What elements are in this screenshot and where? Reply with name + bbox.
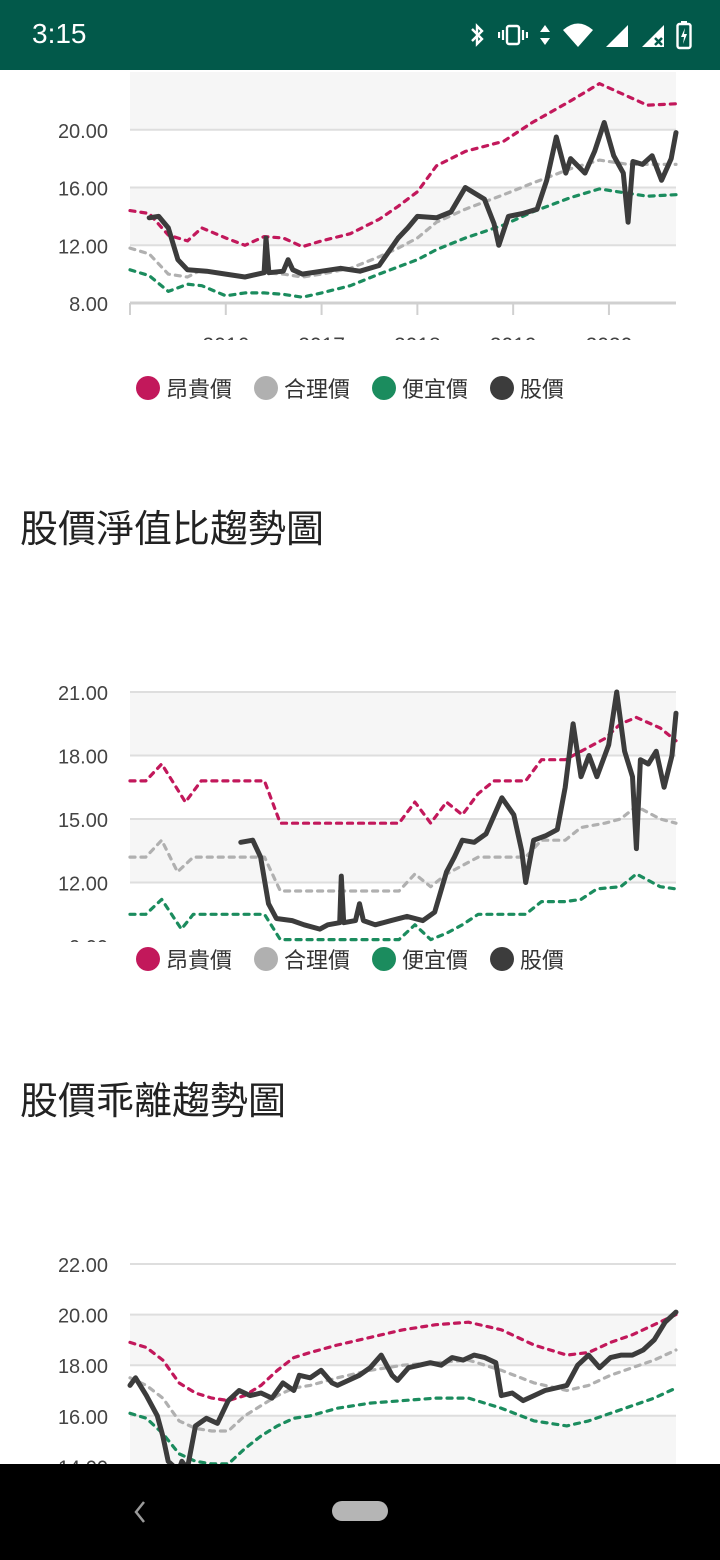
plot-band [130, 187, 676, 246]
bluetooth-icon [471, 23, 484, 47]
legend-label-cheap: 便宜價 [402, 378, 469, 403]
y-tick-label: 8.00 [69, 294, 108, 316]
x-tick-label: 2019 [490, 334, 537, 340]
series-line-expensive [128, 82, 678, 249]
legend-item-expensive: 昂貴價 [136, 372, 232, 404]
chart-legend: 昂貴價 合理價 便宜價 股價 [136, 943, 586, 975]
section-title: 股價淨值比趨勢圖 [20, 507, 325, 551]
y-tick-label: 16.00 [58, 179, 108, 201]
series-line-expensive [128, 715, 678, 825]
data-transfer-icon [540, 25, 550, 45]
x-tick-label: 2018 [394, 334, 441, 340]
y-tick-label: 9.00 [69, 937, 108, 942]
y-tick-label: 21.00 [58, 683, 108, 705]
legend-dot-cheap [372, 947, 397, 971]
battery-charging-icon [676, 21, 692, 50]
legend-label-fair: 合理價 [284, 378, 351, 403]
series-line-fair [128, 1348, 678, 1433]
legend-label-price: 股價 [520, 949, 565, 974]
legend-label-expensive: 昂貴價 [166, 949, 233, 974]
legend-label-price: 股價 [520, 378, 565, 403]
pe-trend-chart: 8.00 12.00 16.00 20.00 2016 2017 2018 2019 2020 [58, 72, 679, 340]
legend-label-fair: 合理價 [284, 949, 351, 974]
y-tick-label: 12.00 [58, 236, 108, 258]
legend-dot-expensive [136, 947, 160, 971]
legend-item-price: 股價 [490, 943, 564, 975]
legend-item-fair: 合理價 [254, 372, 350, 404]
y-tick-label: 18.00 [58, 747, 108, 769]
y-tick-label: 22.00 [58, 1255, 108, 1277]
legend-item-cheap: 便宜價 [372, 943, 468, 975]
content-scroll[interactable]: 8.0012.0016.0020.0020162017201820192020 … [0, 70, 720, 1464]
signal-icon [606, 25, 628, 47]
legend-dot-price [490, 376, 515, 400]
legend-label-cheap: 便宜價 [402, 949, 469, 974]
legend-item-price: 股價 [490, 372, 564, 404]
status-time: 3:15 [32, 18, 87, 49]
legend-dot-expensive [136, 376, 160, 400]
series-line-fair [128, 804, 678, 893]
wifi-icon [563, 23, 593, 47]
series-line-cheap [128, 1386, 678, 1464]
section-title: 股價乖離趨勢圖 [20, 1079, 287, 1123]
x-tick-label: 2017 [298, 334, 345, 340]
plot-band [130, 1415, 676, 1464]
x-tick-label: 2020 [586, 334, 633, 340]
status-bar: 3:15 [0, 0, 720, 70]
legend-dot-price [490, 947, 515, 971]
legend-dot-cheap [372, 376, 397, 400]
y-tick-label: 16.00 [58, 1407, 108, 1429]
series-line-cheap [128, 187, 678, 299]
vibrate-icon [498, 24, 528, 46]
legend-label-expensive: 昂貴價 [166, 378, 233, 403]
legend-dot-fair [254, 947, 279, 971]
signal-no-data-icon [642, 25, 664, 47]
y-tick-label: 20.00 [58, 121, 108, 143]
series-line-cheap [128, 872, 678, 942]
home-button[interactable] [332, 1501, 388, 1521]
series-line-price [146, 120, 679, 280]
y-tick-label: 20.00 [58, 1306, 108, 1328]
legend-dot-fair [254, 376, 279, 400]
plot-band [130, 692, 676, 756]
y-tick-label: 14.00 [58, 1457, 108, 1464]
plot-band [130, 819, 676, 883]
back-icon[interactable] [128, 1494, 152, 1530]
legend-item-expensive: 昂貴價 [136, 943, 232, 975]
series-line-price [127, 1309, 679, 1464]
legend-item-fair: 合理價 [254, 943, 350, 975]
legend-item-cheap: 便宜價 [372, 372, 468, 404]
series-line-price [238, 689, 679, 932]
plot-band [130, 72, 676, 130]
y-tick-label: 12.00 [58, 874, 108, 896]
status-icons [468, 20, 692, 50]
series-line-expensive [128, 1313, 678, 1403]
y-tick-label: 15.00 [58, 810, 108, 832]
y-tick-label: 18.00 [58, 1356, 108, 1378]
chart-legend: 昂貴價 合理價 便宜價 股價 [136, 372, 586, 404]
x-tick-label: 2016 [202, 334, 249, 340]
